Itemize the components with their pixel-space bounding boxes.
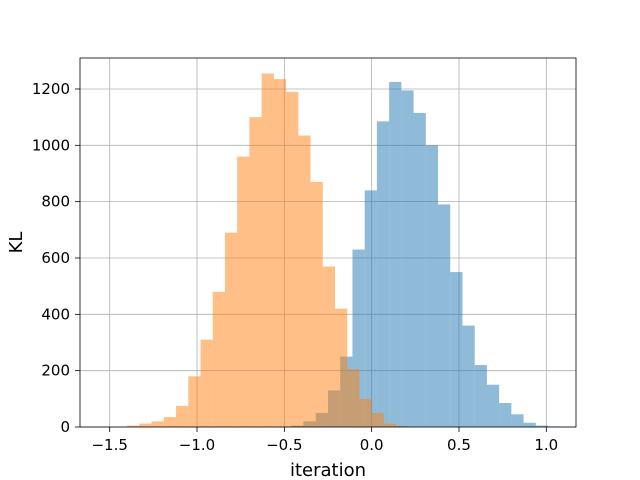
- histogram-bar: [237, 156, 250, 428]
- x-tick-label: 1.0: [534, 436, 558, 454]
- histogram-bar: [486, 384, 500, 427]
- y-tick-label: 200: [41, 362, 70, 380]
- histogram-bar: [188, 376, 201, 427]
- x-tick-label: 0.0: [360, 436, 384, 454]
- histogram-bar: [224, 232, 238, 427]
- histogram-bar: [523, 422, 536, 427]
- histogram-bar: [286, 91, 299, 428]
- histogram-bar: [376, 121, 390, 427]
- histogram-bar: [396, 426, 409, 427]
- histogram-bar: [151, 421, 164, 427]
- axis-ticks: −1.5 −1.0 −0.5 0.0 0.5 1.0 0 200 400 600 800 1000 12…: [32, 80, 558, 454]
- y-tick-label: 1000: [32, 136, 70, 154]
- histogram-bar: [511, 414, 524, 427]
- histogram-bar: [200, 339, 213, 427]
- x-tick-label: −1.0: [179, 436, 215, 454]
- histogram-bar: [364, 190, 377, 427]
- y-axis-label: KL: [6, 232, 27, 254]
- histogram-bar: [371, 412, 384, 427]
- histogram-bar: [334, 308, 348, 427]
- histogram-bar: [310, 181, 323, 427]
- histogram-bar: [176, 405, 189, 427]
- histogram-bar: [383, 423, 397, 427]
- histogram-bar: [450, 272, 463, 427]
- series-1: [291, 81, 561, 427]
- histogram-bar: [438, 204, 451, 427]
- histogram-bar: [425, 145, 439, 427]
- histogram-bar: [212, 291, 225, 427]
- x-tick-label: 0.5: [447, 436, 471, 454]
- histogram-bar: [499, 403, 512, 427]
- histogram-bar: [322, 266, 335, 427]
- histogram-bar: [139, 423, 152, 427]
- histogram-bar: [474, 365, 487, 427]
- x-axis-label: iteration: [290, 460, 366, 480]
- histogram-bar: [535, 425, 549, 427]
- histogram-bar: [127, 425, 140, 427]
- y-tick-label: 600: [41, 249, 70, 267]
- series-2: [127, 73, 409, 428]
- histogram-bar: [261, 73, 274, 427]
- y-tick-label: 1200: [32, 80, 70, 98]
- histogram-bar: [413, 112, 426, 427]
- histogram-bar: [389, 81, 402, 427]
- histogram-bar: [401, 90, 414, 427]
- histogram-bar: [359, 398, 372, 427]
- histogram-bar: [163, 417, 177, 427]
- x-tick-label: −1.5: [91, 436, 127, 454]
- histogram-bars: [127, 73, 561, 428]
- histogram-bar: [298, 135, 311, 427]
- x-tick-label: −0.5: [266, 436, 302, 454]
- histogram-bar: [249, 117, 262, 427]
- plot-frame: [79, 57, 577, 428]
- histogram-bar: [273, 79, 287, 428]
- y-tick-label: 800: [41, 193, 70, 211]
- y-tick-label: 400: [41, 305, 70, 323]
- histogram-bar: [462, 325, 475, 427]
- y-tick-label: 0: [60, 418, 70, 436]
- histogram-bar: [347, 369, 360, 427]
